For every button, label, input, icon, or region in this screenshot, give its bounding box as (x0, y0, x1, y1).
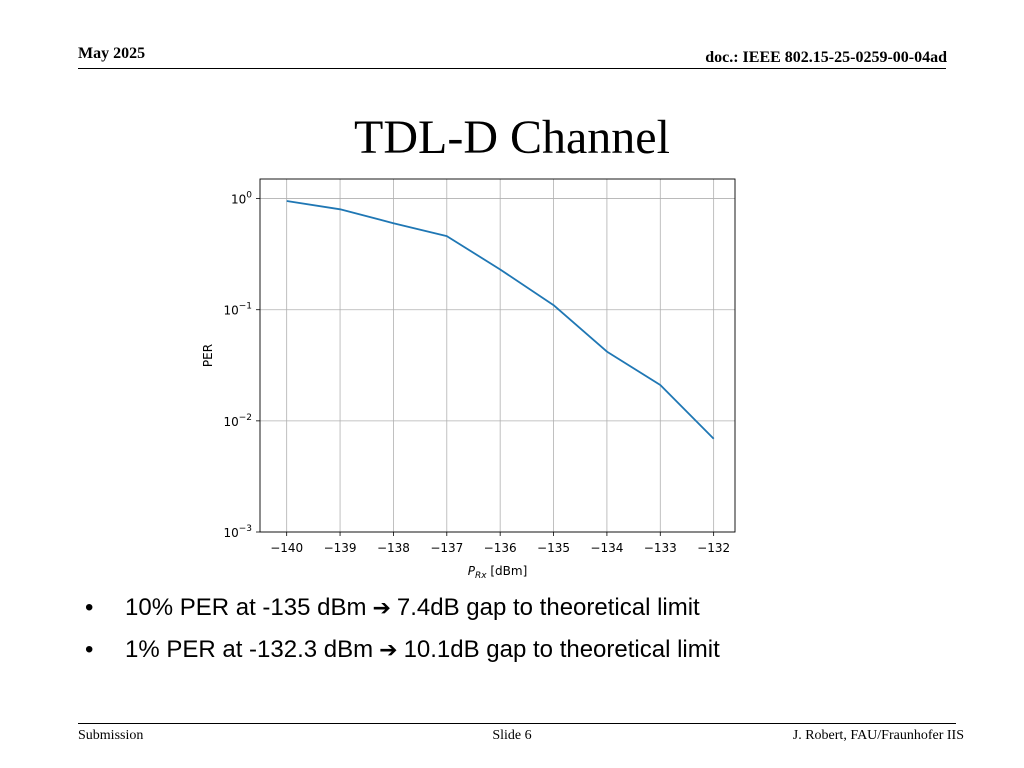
header-doc-id: doc.: IEEE 802.15-25-0259-00-04ad (705, 49, 947, 66)
x-tick-label: −137 (430, 541, 463, 555)
arrow-right-icon: ➔ (379, 638, 398, 663)
header-date: May 2025 (78, 45, 146, 62)
y-tick-label: 10−1 (223, 302, 252, 318)
y-tick-label: 100 (231, 191, 252, 207)
per-chart: −140 −139 −138 −137 −136 −135 −134 −133 −132 100 1… (201, 178, 736, 580)
bullet-item: • 1% PER at -132.3 dBm ➔ 10.1dB gap to theo… (85, 635, 720, 677)
y-tick-label: 10−3 (223, 524, 252, 540)
x-tick-label: −140 (270, 541, 303, 555)
x-tick-label: −135 (537, 541, 570, 555)
x-axis-label: PRx [dBm] (468, 564, 528, 580)
slide-title: TDL-D Channel (354, 111, 670, 164)
x-tick-label: −136 (484, 541, 517, 555)
footer-submission: Submission (78, 728, 144, 743)
footer-divider (78, 723, 956, 724)
plot-frame (259, 178, 736, 533)
bullet-text-end: 10.1dB gap to theoretical limit (403, 636, 720, 663)
bullet-text-start: 10% PER at -135 dBm (125, 594, 367, 621)
x-tick-label: −138 (377, 541, 410, 555)
x-tick-label: −134 (590, 541, 623, 555)
bullet-text-end: 7.4dB gap to theoretical limit (396, 594, 700, 621)
x-tick-label: −133 (644, 541, 677, 555)
footer-slide-number: Slide 6 (492, 728, 532, 743)
x-tick-label: −139 (324, 541, 357, 555)
y-tick-label: 10−2 (223, 413, 252, 429)
bullet-dot: • (85, 636, 94, 663)
header-divider (78, 68, 946, 69)
bullet-list: • 10% PER at -135 dBm ➔ 7.4dB gap to theore… (85, 593, 720, 677)
arrow-right-icon: ➔ (372, 596, 391, 621)
bullet-dot: • (85, 594, 94, 621)
footer-author: J. Robert, FAU/Fraunhofer IIS (792, 728, 964, 743)
y-axis-label: PER (201, 344, 215, 367)
bullet-item: • 10% PER at -135 dBm ➔ 7.4dB gap to theore… (85, 593, 720, 635)
bullet-text-start: 1% PER at -132.3 dBm (125, 636, 374, 663)
x-tick-label: −132 (697, 541, 730, 555)
series-line (286, 200, 715, 440)
